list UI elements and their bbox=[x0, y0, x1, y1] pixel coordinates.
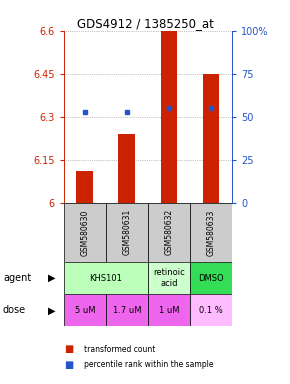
Bar bbox=[148, 262, 190, 294]
Text: percentile rank within the sample: percentile rank within the sample bbox=[84, 360, 214, 369]
Bar bbox=[64, 294, 106, 326]
Text: GSM580630: GSM580630 bbox=[80, 209, 89, 255]
Bar bbox=[106, 294, 148, 326]
Text: GDS4912 / 1385250_at: GDS4912 / 1385250_at bbox=[77, 17, 213, 30]
Bar bbox=[148, 294, 190, 326]
Bar bbox=[148, 203, 190, 262]
Text: 1 uM: 1 uM bbox=[159, 306, 179, 315]
Bar bbox=[190, 262, 232, 294]
Bar bbox=[202, 74, 219, 203]
Text: ■: ■ bbox=[64, 360, 73, 370]
Bar bbox=[118, 134, 135, 203]
Text: agent: agent bbox=[3, 273, 31, 283]
Bar bbox=[76, 171, 93, 203]
Text: ■: ■ bbox=[64, 344, 73, 354]
Text: GSM580632: GSM580632 bbox=[164, 209, 173, 255]
Text: GSM580633: GSM580633 bbox=[206, 209, 215, 255]
Text: 1.7 uM: 1.7 uM bbox=[113, 306, 141, 315]
Text: KHS101: KHS101 bbox=[89, 273, 122, 283]
Text: 0.1 %: 0.1 % bbox=[199, 306, 223, 315]
Bar bbox=[64, 262, 148, 294]
Text: transformed count: transformed count bbox=[84, 345, 155, 354]
Bar bbox=[161, 31, 177, 203]
Text: GSM580631: GSM580631 bbox=[122, 209, 131, 255]
Text: dose: dose bbox=[3, 305, 26, 315]
Bar bbox=[190, 203, 232, 262]
Bar bbox=[106, 203, 148, 262]
Bar bbox=[190, 294, 232, 326]
Text: ▶: ▶ bbox=[48, 273, 56, 283]
Text: 5 uM: 5 uM bbox=[75, 306, 95, 315]
Bar bbox=[64, 203, 106, 262]
Text: DMSO: DMSO bbox=[198, 273, 224, 283]
Text: retinoic
acid: retinoic acid bbox=[153, 268, 185, 288]
Text: ▶: ▶ bbox=[48, 305, 56, 315]
